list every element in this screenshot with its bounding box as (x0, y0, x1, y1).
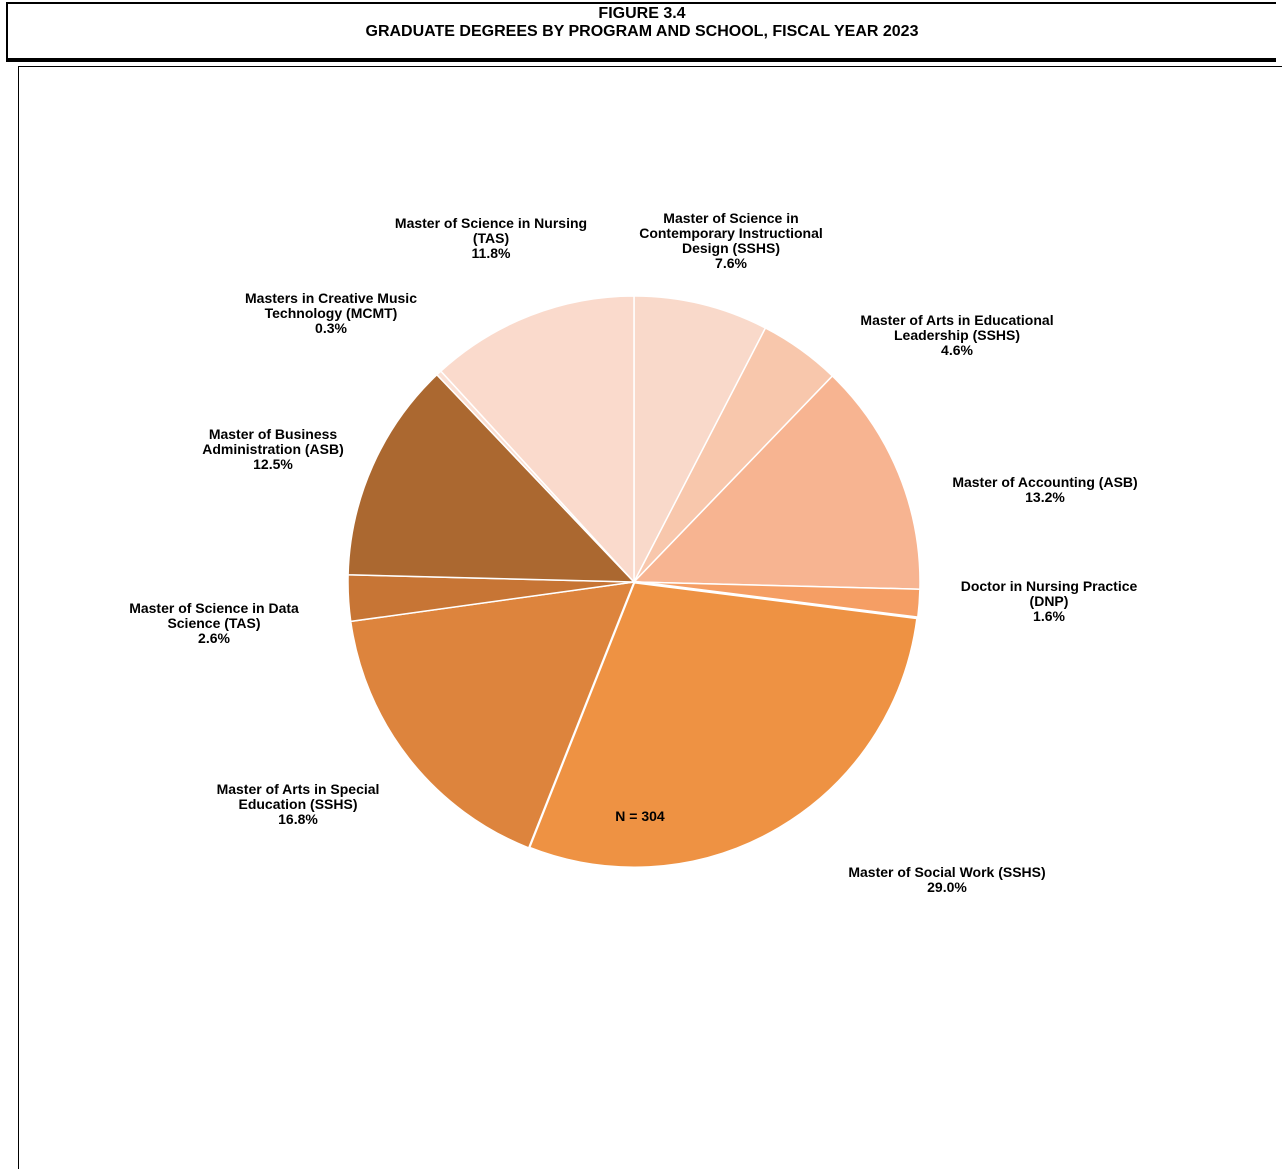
slice-label-4: Doctor in Nursing Practice (DNP) 1.6% (961, 579, 1138, 624)
pie-slice-1 (633, 295, 767, 583)
chart-frame-left-border (18, 66, 19, 1169)
pie-slice-8 (347, 373, 636, 583)
figure-number: FIGURE 3.4 (598, 5, 686, 22)
slice-label-3: Master of Accounting (ASB) 13.2% (952, 475, 1137, 505)
slice-label-line: Master of Science in Nursing (394, 215, 588, 231)
slice-label-9: Masters in Creative Music Technology (MCM… (245, 291, 417, 336)
slice-percent-label: 4.6% (941, 342, 973, 358)
slice-label-6: Master of Arts in Special Education (SSHS… (217, 782, 380, 827)
pie-slice-10 (439, 295, 635, 584)
slice-percent-label: 7.6% (715, 255, 747, 271)
slice-label-5: Master of Social Work (SSHS) 29.0% (848, 865, 1045, 895)
slice-percent-label: 16.8% (278, 811, 318, 827)
slice-label-line: Design (SSHS) (681, 240, 780, 256)
slice-percent-label: 29.0% (927, 879, 967, 895)
pie-slice-3 (632, 374, 921, 590)
slice-label-line: Leadership (SSHS) (893, 327, 1021, 343)
slice-percent-label: 11.8% (471, 245, 511, 261)
slice-label-1: Master of Science in Contemporary Instruc… (639, 211, 823, 271)
slice-percent-label: 0.3% (315, 320, 347, 336)
slice-label-line: (TAS) (472, 230, 510, 246)
slice-label-line: Master of Accounting (ASB) (952, 474, 1138, 490)
slice-label-line: Technology (MCMT) (264, 305, 398, 321)
slice-label-line: Science (TAS) (167, 615, 261, 631)
chart-frame-top-border (18, 66, 1282, 67)
slice-label-7: Master of Science in Data Science (TAS) 2.… (129, 601, 299, 646)
slice-percent-label: 13.2% (1025, 489, 1065, 505)
slice-percent-label: 12.5% (253, 456, 293, 472)
slice-label-line: Master of Science in Data (129, 600, 299, 616)
slice-label-line: Masters in Creative Music (245, 290, 417, 306)
slice-label-line: Doctor in Nursing Practice (960, 578, 1138, 594)
pie-slice-6 (349, 581, 636, 849)
slice-label-line: Education (SSHS) (238, 796, 358, 812)
slice-label-line: Master of Arts in Special (216, 781, 380, 797)
slice-label-line: Master of Arts in Educational (860, 312, 1054, 328)
slice-label-8: Master of Business Administration (ASB) 12… (202, 427, 344, 472)
figure-title-box: FIGURE 3.4 GRADUATE DEGREES BY PROGRAM A… (6, 2, 1276, 62)
slice-label-10: Master of Science in Nursing (TAS) 11.8% (395, 216, 587, 261)
slice-label-line: Master of Business (208, 426, 338, 442)
slice-label-line: (DNP) (1029, 593, 1069, 609)
figure-title: GRADUATE DEGREES BY PROGRAM AND SCHOOL, … (365, 23, 919, 40)
slice-label-2: Master of Arts in Educational Leadership … (860, 313, 1053, 358)
sample-size-note: N = 304 (615, 808, 665, 824)
slice-label-line: Master of Social Work (SSHS) (848, 864, 1046, 880)
slice-label-line: Contemporary Instructional (639, 225, 823, 241)
pie-slice-5 (526, 580, 920, 870)
slice-percent-label: 1.6% (1033, 608, 1065, 624)
slice-label-line: Master of Science in (663, 210, 799, 226)
slice-percent-label: 2.6% (198, 630, 230, 646)
slice-label-line: Administration (ASB) (202, 441, 344, 457)
